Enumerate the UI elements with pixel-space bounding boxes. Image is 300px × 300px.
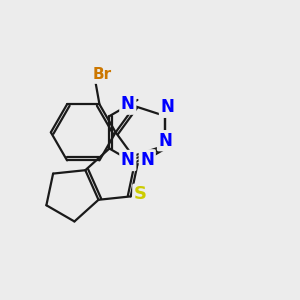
Text: S: S — [134, 185, 147, 203]
Text: N: N — [159, 132, 172, 150]
Text: N: N — [121, 152, 135, 169]
Text: N: N — [140, 151, 154, 169]
Text: N: N — [160, 98, 174, 116]
Text: Br: Br — [93, 67, 112, 82]
Text: N: N — [121, 95, 135, 113]
